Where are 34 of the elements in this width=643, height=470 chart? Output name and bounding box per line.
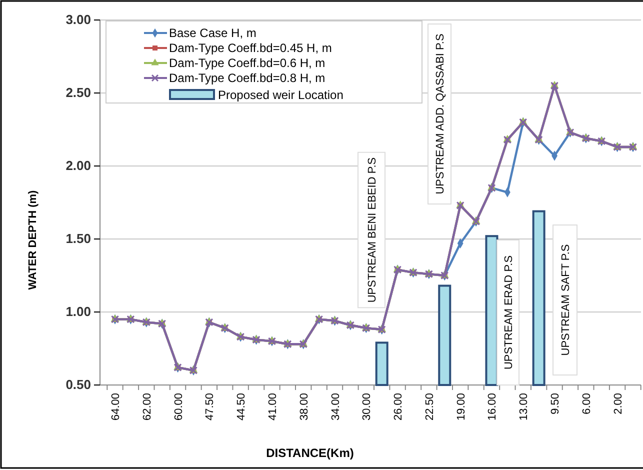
y-tick-label: 3.00	[66, 12, 91, 28]
annotation: UPSTREAM SAFT P.S	[560, 244, 572, 356]
annotation: UPSTREAM ADD. QASSABI P.S	[434, 34, 446, 194]
x-tick-label: 16.00	[486, 393, 499, 421]
x-tick-label: 19.00	[455, 393, 468, 421]
y-axis-title: WATER DEPTH (m)	[27, 190, 39, 290]
x-tick-label: 22.50	[424, 393, 436, 421]
x-tick-label: 13.00	[518, 393, 530, 421]
x-tick-label: 9.50	[550, 393, 562, 414]
y-tick-label: 1.00	[66, 304, 91, 320]
annotation: UPSTREAM BENI EBEID P.S	[366, 157, 378, 303]
x-tick-label: 47.50	[204, 393, 216, 421]
y-tick-label: 0.50	[66, 377, 91, 392]
x-tick-label: 62.00	[141, 393, 154, 421]
legend-label: Proposed weir Location	[218, 88, 344, 102]
annotation: UPSTREAM ERAD P.S	[503, 255, 515, 370]
x-tick-label: 6.00	[580, 393, 593, 414]
y-tick-label: 2.50	[66, 85, 91, 100]
x-tick-label: 34.00	[330, 393, 342, 421]
y-tick-label: 2.00	[66, 158, 91, 174]
legend-label: Dam-Type Coeff.bd=0.45 H, m	[169, 41, 332, 55]
x-tick-label: 2.00	[612, 393, 624, 414]
y-tick-label: 1.50	[66, 231, 91, 246]
x-tick-label: 30.00	[361, 393, 374, 421]
x-tick-label: 44.50	[236, 393, 248, 421]
legend-label: Dam-Type Coeff.bd=0.6 H, m	[169, 56, 326, 70]
legend-label: Base Case H, m	[169, 26, 256, 40]
legend-label: Dam-Type Coeff.bd=0.8 H, m	[169, 71, 326, 85]
x-tick-label: 60.00	[172, 393, 185, 421]
x-tick-label: 26.00	[392, 393, 405, 421]
x-tick-label: 64.00	[110, 393, 122, 421]
x-axis-title: DISTANCE(Km)	[266, 446, 354, 460]
x-tick-label: 38.00	[298, 393, 310, 421]
x-tick-label: 41.00	[266, 393, 279, 421]
